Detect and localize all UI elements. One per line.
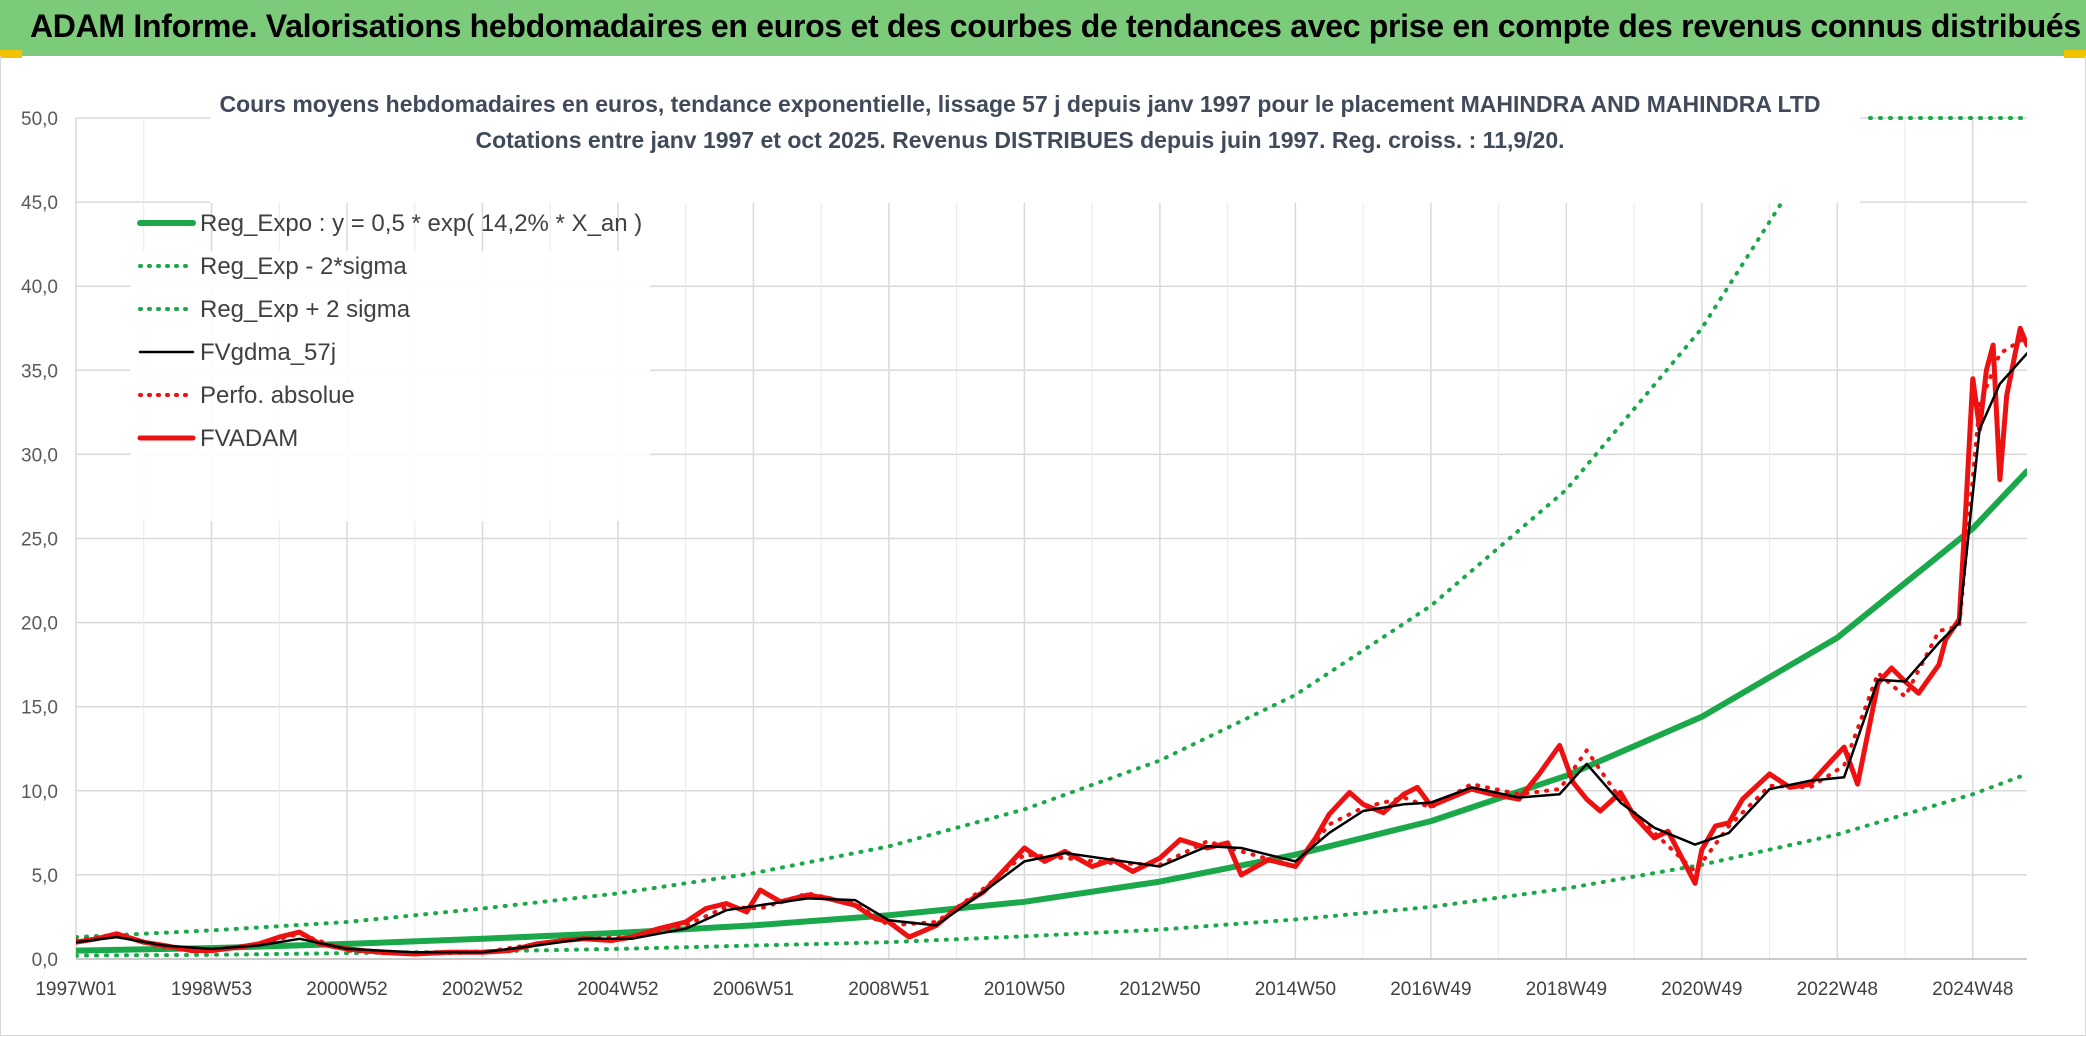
- x-tick-label: 2006W51: [713, 979, 794, 1000]
- x-tick-label: 2022W48: [1797, 979, 1878, 1000]
- y-tick-label: 50,0: [21, 109, 58, 130]
- y-axis: 0,0 5,0 10,0 15,0 20,0 25,0 30,0 35,0 40,0 45,0 50…: [21, 109, 58, 971]
- x-tick-label: 2008W51: [848, 979, 929, 1000]
- x-tick-label: 2012W50: [1119, 979, 1200, 1000]
- y-tick-label: 10,0: [21, 782, 58, 803]
- y-tick-label: 15,0: [21, 698, 58, 719]
- series-line-1: [76, 772, 2027, 958]
- report-title: ADAM Informe. Valorisations hebdomadaire…: [30, 8, 2081, 44]
- series-line-4: [76, 334, 2027, 956]
- legend-label: Perfo. absolue: [200, 382, 355, 409]
- chart-title-line2: Cotations entre janv 1997 et oct 2025. R…: [475, 127, 1564, 153]
- x-tick-label: 2004W52: [577, 979, 658, 1000]
- series-line-5: [76, 325, 2027, 957]
- series-line-2: [76, 166, 1806, 940]
- trend-chart: 0,0 5,0 10,0 15,0 20,0 25,0 30,0 35,0 40,0 45,0 50…: [21, 88, 2027, 1000]
- chart-title-line1: Cours moyens hebdomadaires en euros, ten…: [219, 91, 1820, 117]
- x-tick-label: 2010W50: [984, 979, 1065, 1000]
- x-tick-label: 1997W01: [35, 979, 116, 1000]
- x-tick-label: 2002W52: [442, 979, 523, 1000]
- legend: Reg_Expo : y = 0,5 * exp( 14,2% * X_an )…: [130, 210, 650, 521]
- legend-label: Reg_Exp - 2*sigma: [200, 253, 407, 280]
- legend-label: FVADAM: [200, 425, 298, 452]
- y-tick-label: 30,0: [21, 445, 58, 466]
- x-tick-label: 2000W52: [306, 979, 387, 1000]
- x-tick-label: 2020W49: [1661, 979, 1742, 1000]
- report-header: ADAM Informe. Valorisations hebdomadaire…: [0, 0, 2086, 56]
- legend-box: [130, 251, 650, 521]
- y-tick-label: 0,0: [32, 950, 58, 971]
- title-backdrop: [210, 88, 1860, 203]
- header-corner-left: [0, 50, 22, 58]
- legend-label: Reg_Exp + 2 sigma: [200, 296, 411, 323]
- y-tick-label: 40,0: [21, 277, 58, 298]
- legend-label: Reg_Expo : y = 0,5 * exp( 14,2% * X_an ): [200, 210, 642, 237]
- x-tick-label: 1998W53: [171, 979, 252, 1000]
- series-line-3: [76, 352, 2027, 954]
- grid-lines: [75, 117, 2027, 960]
- y-tick-label: 35,0: [21, 361, 58, 382]
- x-tick-label: 2024W48: [1932, 979, 2013, 1000]
- header-corner-right: [2064, 50, 2086, 58]
- legend-label: FVgdma_57j: [200, 339, 336, 366]
- x-tick-label: 2018W49: [1526, 979, 1607, 1000]
- series-lines: [76, 116, 2027, 958]
- x-axis: 1997W01 1998W53 2000W52 2002W52 2004W52 2006W…: [35, 958, 2027, 1000]
- y-tick-label: 45,0: [21, 193, 58, 214]
- series-line-0: [76, 468, 2027, 954]
- x-tick-label: 2014W50: [1255, 979, 1336, 1000]
- y-tick-label: 25,0: [21, 530, 58, 551]
- y-tick-label: 20,0: [21, 614, 58, 635]
- x-tick-label: 2016W49: [1390, 979, 1471, 1000]
- y-tick-label: 5,0: [32, 866, 58, 887]
